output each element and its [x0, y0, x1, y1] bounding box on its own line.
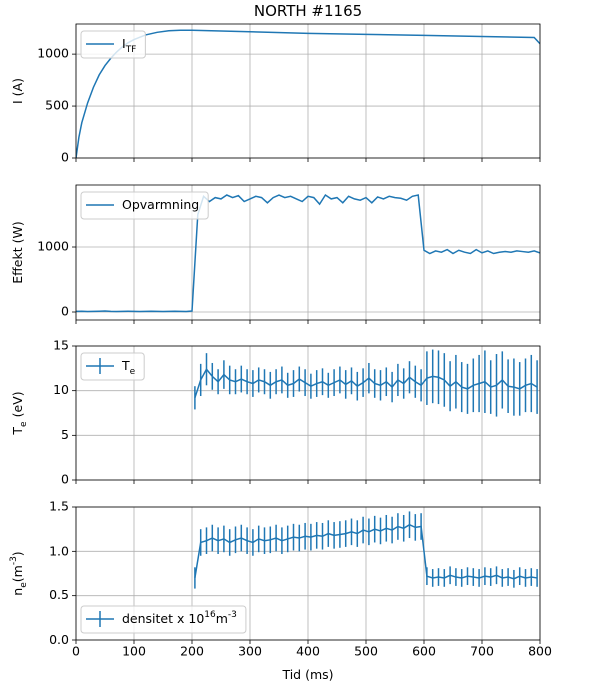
legend-label: Opvarmning: [122, 197, 199, 212]
series-line: [76, 193, 540, 313]
y-tick-label: 10: [53, 382, 69, 397]
x-tick-label: 700: [470, 644, 494, 659]
series-line: [194, 367, 538, 399]
x-tick-label: 400: [296, 644, 320, 659]
subplot: 0 1000 Effekt (W) Opvarmning: [10, 184, 541, 324]
plot-area: [194, 511, 538, 589]
y-tick-label: 0: [61, 304, 69, 319]
legend: densitet x 1016m-3: [80, 605, 247, 634]
legend: Te: [80, 352, 145, 381]
x-tick-label: 200: [180, 644, 204, 659]
x-tick-label: 500: [354, 644, 378, 659]
y-tick-label: 0: [61, 150, 69, 165]
legend-box: [80, 191, 209, 220]
chart-title: NORTH #1165: [254, 2, 362, 20]
y-tick-label: 5: [61, 427, 69, 442]
axes-frame: [75, 184, 541, 321]
y-axis-label: Te (eV): [10, 391, 29, 435]
legend-label: Te: [121, 358, 136, 377]
subplot: 0 5 10 15 Te (eV) Te: [10, 338, 541, 487]
y-tick-label: 1000: [37, 46, 69, 61]
y-tick-label: 500: [45, 98, 69, 113]
y-tick-label: 0.0: [49, 632, 69, 647]
y-axis-label: I (A): [10, 78, 25, 104]
axes-frame: [75, 345, 541, 481]
y-tick-label: 0: [61, 472, 69, 487]
y-axis-label: Effekt (W): [10, 221, 25, 283]
x-axis-label: Tid (ms): [281, 667, 333, 682]
legend-label: ITF: [122, 36, 136, 55]
y-tick-label: 1000: [37, 239, 69, 254]
y-tick-label: 0.5: [49, 587, 69, 602]
legend: Opvarmning: [80, 191, 209, 220]
axes-frame: [75, 23, 541, 159]
x-tick-label: 800: [528, 644, 552, 659]
y-tick-label: 1.5: [49, 499, 69, 514]
y-tick-label: 15: [53, 338, 69, 353]
x-tick-label: 300: [238, 644, 262, 659]
legend-box: [80, 605, 247, 634]
x-tick-label: 600: [412, 644, 436, 659]
x-tick-label: 0: [72, 644, 80, 659]
y-tick-label: 1.0: [49, 543, 69, 558]
plot-area: [76, 193, 540, 313]
subplot: 0 100 200 300 400 500 600 700 800 0.0 0.5 1.0 1.5 Tid…: [9, 499, 552, 682]
x-tick-label: 100: [122, 644, 146, 659]
legend: ITF: [80, 30, 146, 59]
subplot: 0 500 1000 NORTH #1165 I (A) ITF: [10, 2, 541, 165]
series-line: [194, 523, 538, 580]
axes-frame: [75, 506, 541, 641]
legend-label: densitet x 1016m-3: [122, 610, 237, 626]
y-axis-label: ne(m-3): [9, 551, 29, 595]
plot-area: [194, 349, 538, 417]
